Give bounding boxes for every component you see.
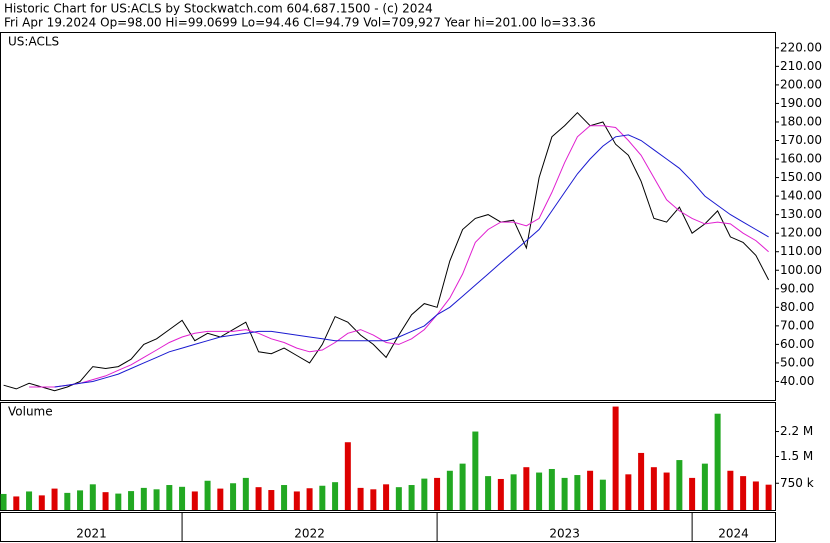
volume-bar xyxy=(38,495,45,510)
volume-bar xyxy=(166,485,173,510)
y-tick-label: 220.00 xyxy=(780,40,822,54)
volume-bar xyxy=(293,491,300,510)
volume-bar xyxy=(0,493,7,510)
volume-bar xyxy=(191,491,198,510)
volume-bar xyxy=(102,492,109,510)
volume-bar xyxy=(26,491,33,510)
volume-bar xyxy=(740,476,747,510)
y-tick-label: 180.00 xyxy=(780,114,822,128)
volume-bar xyxy=(548,468,555,510)
volume-bar xyxy=(115,493,122,510)
volume-tick-label: 750 k xyxy=(780,476,814,490)
volume-bar xyxy=(217,488,224,510)
y-tick-label: 190.00 xyxy=(780,96,822,110)
y-tick-label: 40.00 xyxy=(780,374,814,388)
x-tick-label: 2022 xyxy=(294,527,325,541)
volume-bar xyxy=(306,488,313,510)
time-axis xyxy=(0,512,776,542)
volume-bar xyxy=(434,477,441,510)
y-tick-label: 160.00 xyxy=(780,152,822,166)
volume-bar xyxy=(599,479,606,510)
volume-bar xyxy=(319,485,326,510)
volume-bar xyxy=(64,492,71,510)
volume-bar xyxy=(89,484,96,510)
volume-bar xyxy=(179,486,186,510)
volume-bar xyxy=(523,467,530,510)
y-tick-label: 110.00 xyxy=(780,244,822,258)
volume-bar xyxy=(408,485,415,510)
volume-bar xyxy=(561,477,568,510)
volume-bar xyxy=(485,476,492,510)
volume-bar xyxy=(446,470,453,510)
volume-bar xyxy=(625,474,632,510)
price-line xyxy=(3,111,770,392)
volume-bar xyxy=(689,477,696,510)
moving-average xyxy=(54,134,769,388)
volume-bar xyxy=(13,496,20,510)
volume-label: Volume xyxy=(8,405,53,419)
volume-bar xyxy=(140,487,147,510)
volume-bar xyxy=(357,487,364,510)
symbol-label: US:ACLS xyxy=(8,35,59,49)
volume-bar xyxy=(574,475,581,510)
volume-bar xyxy=(497,478,504,510)
volume-bar xyxy=(536,472,543,510)
volume-bar xyxy=(701,463,708,510)
y-tick-label: 90.00 xyxy=(780,281,814,295)
y-tick-label: 120.00 xyxy=(780,226,822,240)
volume-bar xyxy=(459,463,466,510)
volume-bar xyxy=(128,491,135,510)
volume-tick-label: 1.5 M xyxy=(780,449,813,463)
volume-bar xyxy=(242,477,249,510)
chart-subtitle: Fri Apr 19.2024 Op=98.00 Hi=99.0699 Lo=9… xyxy=(4,16,596,30)
volume-bar xyxy=(587,470,594,510)
y-tick-label: 200.00 xyxy=(780,77,822,91)
volume-bar xyxy=(395,487,402,510)
volume-bar xyxy=(663,472,670,510)
volume-bar xyxy=(714,413,721,510)
volume-bar xyxy=(752,481,759,510)
volume-bar xyxy=(204,480,211,510)
volume-bar xyxy=(51,488,58,510)
x-tick-label: 2024 xyxy=(718,527,749,541)
volume-bar xyxy=(370,489,377,510)
y-tick-label: 150.00 xyxy=(780,170,822,184)
volume-bar xyxy=(153,489,160,510)
volume-tick-label: 2.2 M xyxy=(780,424,813,438)
y-tick-label: 140.00 xyxy=(780,189,822,203)
volume-bar xyxy=(472,431,479,510)
y-tick-label: 170.00 xyxy=(780,133,822,147)
volume-bar xyxy=(612,406,619,510)
x-tick-label: 2021 xyxy=(76,527,107,541)
volume-bar xyxy=(281,485,288,510)
price-panel xyxy=(0,32,776,401)
x-tick-label: 2023 xyxy=(549,527,580,541)
y-tick-label: 130.00 xyxy=(780,207,822,221)
volume-bar xyxy=(383,484,390,510)
volume-bar xyxy=(650,467,657,510)
volume-bar xyxy=(268,490,275,510)
volume-bar xyxy=(765,484,772,510)
y-tick-label: 100.00 xyxy=(780,263,822,277)
volume-bar xyxy=(421,478,428,510)
volume-bar xyxy=(230,483,237,510)
y-tick-label: 80.00 xyxy=(780,300,814,314)
y-tick-label: 70.00 xyxy=(780,318,814,332)
y-tick-label: 60.00 xyxy=(780,337,814,351)
volume-bar xyxy=(77,490,84,510)
chart-title: Historic Chart for US:ACLS by Stockwatch… xyxy=(4,2,433,16)
volume-bar xyxy=(727,470,734,510)
y-tick-label: 50.00 xyxy=(780,355,814,369)
volume-bar xyxy=(255,487,262,510)
volume-bar xyxy=(638,452,645,510)
volume-bar xyxy=(344,442,351,510)
volume-bar xyxy=(332,482,339,510)
volume-bar xyxy=(510,474,517,510)
moving-average xyxy=(29,125,769,388)
volume-bar xyxy=(676,460,683,510)
y-tick-label: 210.00 xyxy=(780,59,822,73)
